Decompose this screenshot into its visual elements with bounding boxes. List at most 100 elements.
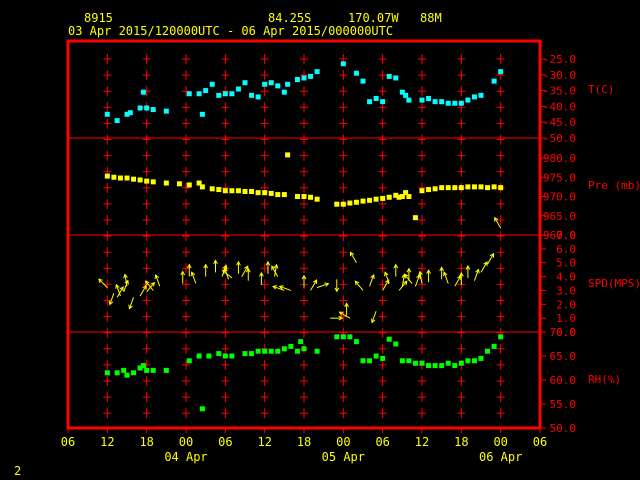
humidity-point (206, 353, 212, 359)
x-tick-label: 18 (139, 435, 153, 449)
temperature-point (478, 92, 484, 98)
wind-vector-shaft (480, 261, 488, 273)
wind-vector-head (259, 271, 264, 277)
pressure-point (308, 194, 314, 200)
wind-vector-head (115, 283, 120, 289)
pressure-point (137, 177, 143, 183)
y-tick-label: 0.0 (556, 326, 576, 339)
humidity-point (249, 351, 255, 357)
y-tick-label: -25.0 (543, 53, 576, 66)
pressure-point (353, 199, 359, 205)
pressure-point (491, 184, 497, 190)
wind-vector-shaft (371, 311, 377, 323)
temperature-point (229, 91, 235, 97)
humidity-point (314, 348, 320, 354)
wind-vector-head (344, 302, 349, 308)
temperature-point (294, 77, 300, 83)
wind-vector-shaft (339, 311, 351, 319)
y-tick-label: 70.0 (550, 326, 577, 339)
humidity-point (373, 353, 379, 359)
pressure-point (445, 185, 451, 191)
humidity-point (222, 353, 228, 359)
humidity-point (124, 372, 130, 378)
wind-vector-head (221, 269, 227, 275)
panel-label-pressure: Pre (mb) (588, 179, 640, 192)
wind-vector-head (439, 266, 445, 272)
wind-vector-head (186, 263, 192, 269)
wind-vector-shaft (98, 278, 108, 289)
wind-vector-head (489, 252, 495, 258)
wind-vector-head (370, 318, 376, 324)
temperature-point (124, 111, 130, 117)
pressure-point (249, 188, 255, 194)
temperature-point (393, 75, 399, 81)
date-label: 06 Apr (479, 450, 522, 464)
temperature-point (498, 69, 504, 75)
wind-vector-head (338, 311, 344, 316)
pressure-point (104, 173, 110, 179)
humidity-point (294, 348, 300, 354)
y-tick-label: 6.0 (556, 243, 576, 256)
temperature-point (150, 107, 156, 113)
humidity-point (419, 360, 425, 366)
wind-vector-head (190, 271, 196, 277)
wind-vector-head (384, 271, 389, 277)
pressure-point (131, 176, 137, 182)
x-tick-label: 12 (415, 435, 429, 449)
wind-vector-head (144, 280, 150, 286)
temperature-point (308, 73, 314, 79)
temperature-point (255, 94, 261, 100)
wind-vector-head (483, 261, 488, 267)
wind-vector-head (443, 271, 448, 277)
corner-label: 2 (14, 464, 22, 478)
y-tick-label: -35.0 (543, 85, 576, 98)
pressure-point (111, 174, 117, 180)
temperature-point (281, 89, 287, 95)
temperature-point (301, 75, 307, 81)
temperature-point (432, 99, 438, 105)
wind-vector-head (402, 280, 408, 286)
y-tick-label: 1.0 (556, 312, 576, 325)
pressure-point (255, 190, 261, 196)
pressure-point (150, 179, 156, 185)
pressure-point (360, 198, 366, 204)
y-tick-label: -30.0 (543, 69, 576, 82)
temperature-point (373, 96, 379, 101)
humidity-point (163, 367, 169, 373)
x-tick-label: 06 (375, 435, 389, 449)
wind-vector-shaft (271, 265, 279, 277)
humidity-point (426, 363, 432, 369)
wind-vector-shaft (487, 253, 494, 265)
temperature-point (445, 100, 451, 106)
wind-vector-head (312, 279, 318, 285)
pressure-point (262, 190, 268, 196)
wind-vector-shaft (241, 265, 249, 277)
wind-vector-head (108, 300, 114, 306)
x-tick-label: 06 (218, 435, 232, 449)
wind-vector-head (334, 287, 340, 293)
temperature-point (439, 99, 445, 105)
pressure-point (242, 188, 248, 194)
humidity-point (196, 353, 202, 359)
pressure-point (399, 194, 405, 199)
wind-vector-head (475, 268, 480, 274)
time-period: 03 Apr 2015/120000UTC - 06 Apr 2015/0000… (68, 24, 394, 38)
wind-vector-head (465, 264, 471, 270)
y-tick-label: 960.0 (543, 229, 576, 242)
wind-vector-shaft (274, 264, 278, 277)
pressure-point (498, 185, 504, 191)
wind-vector-shaft (419, 271, 423, 284)
pressure-point (386, 194, 392, 200)
pressure-point (275, 192, 281, 198)
wind-vector-head (324, 282, 330, 287)
pressure-point (340, 201, 346, 207)
y-tick-label: 975.0 (543, 171, 576, 184)
temperature-point (353, 70, 359, 76)
humidity-point (471, 358, 477, 364)
pressure-point (314, 196, 320, 202)
temperature-point (367, 99, 373, 105)
temperature-point (216, 92, 222, 98)
humidity-point (478, 355, 484, 361)
pressure-point (334, 201, 340, 207)
wind-vector-head (416, 274, 421, 280)
